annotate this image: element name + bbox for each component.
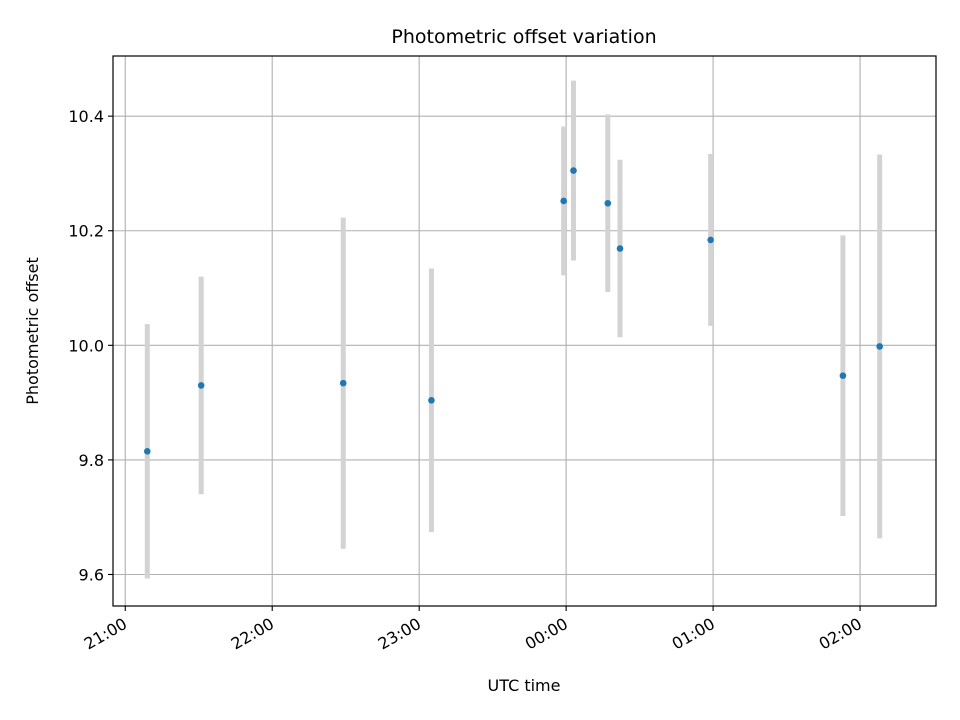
- x-tick-label: 22:00: [228, 614, 277, 654]
- x-tick-label: 01:00: [669, 614, 718, 654]
- y-tick-label: 9.6: [79, 565, 104, 584]
- y-tick-label: 10.2: [68, 222, 104, 241]
- data-point: [560, 197, 567, 205]
- grid-layer: [113, 56, 936, 606]
- data-point: [570, 167, 577, 174]
- data-point: [876, 343, 883, 350]
- y-tick-label: 9.8: [79, 451, 104, 470]
- data-point: [339, 379, 347, 387]
- data-point: [197, 382, 205, 389]
- data-point: [143, 448, 151, 455]
- data-point: [839, 372, 847, 379]
- tick-layer: 21:00 22:00 23:00 00:00 01:00 02:00 9.6 9.8 10.0…: [68, 107, 865, 653]
- data-point: [604, 199, 612, 207]
- y-axis-label: Photometric offset: [23, 257, 42, 405]
- y-tick-label: 10.4: [68, 107, 104, 126]
- chart-title: Photometric offset variation: [391, 26, 656, 48]
- point-layer: [143, 167, 883, 455]
- plot-frame: [112, 55, 937, 607]
- data-point: [707, 236, 714, 244]
- errorbar-layer: [144, 80, 883, 579]
- x-tick-label: 23:00: [375, 614, 424, 654]
- data-point: [616, 245, 624, 252]
- x-tick-label: 02:00: [816, 614, 865, 654]
- x-tick-label: 21:00: [81, 614, 130, 654]
- data-point: [428, 397, 435, 404]
- x-axis-label: UTC time: [488, 676, 561, 695]
- y-tick-label: 10.0: [68, 336, 104, 355]
- x-tick-label: 00:00: [522, 614, 571, 654]
